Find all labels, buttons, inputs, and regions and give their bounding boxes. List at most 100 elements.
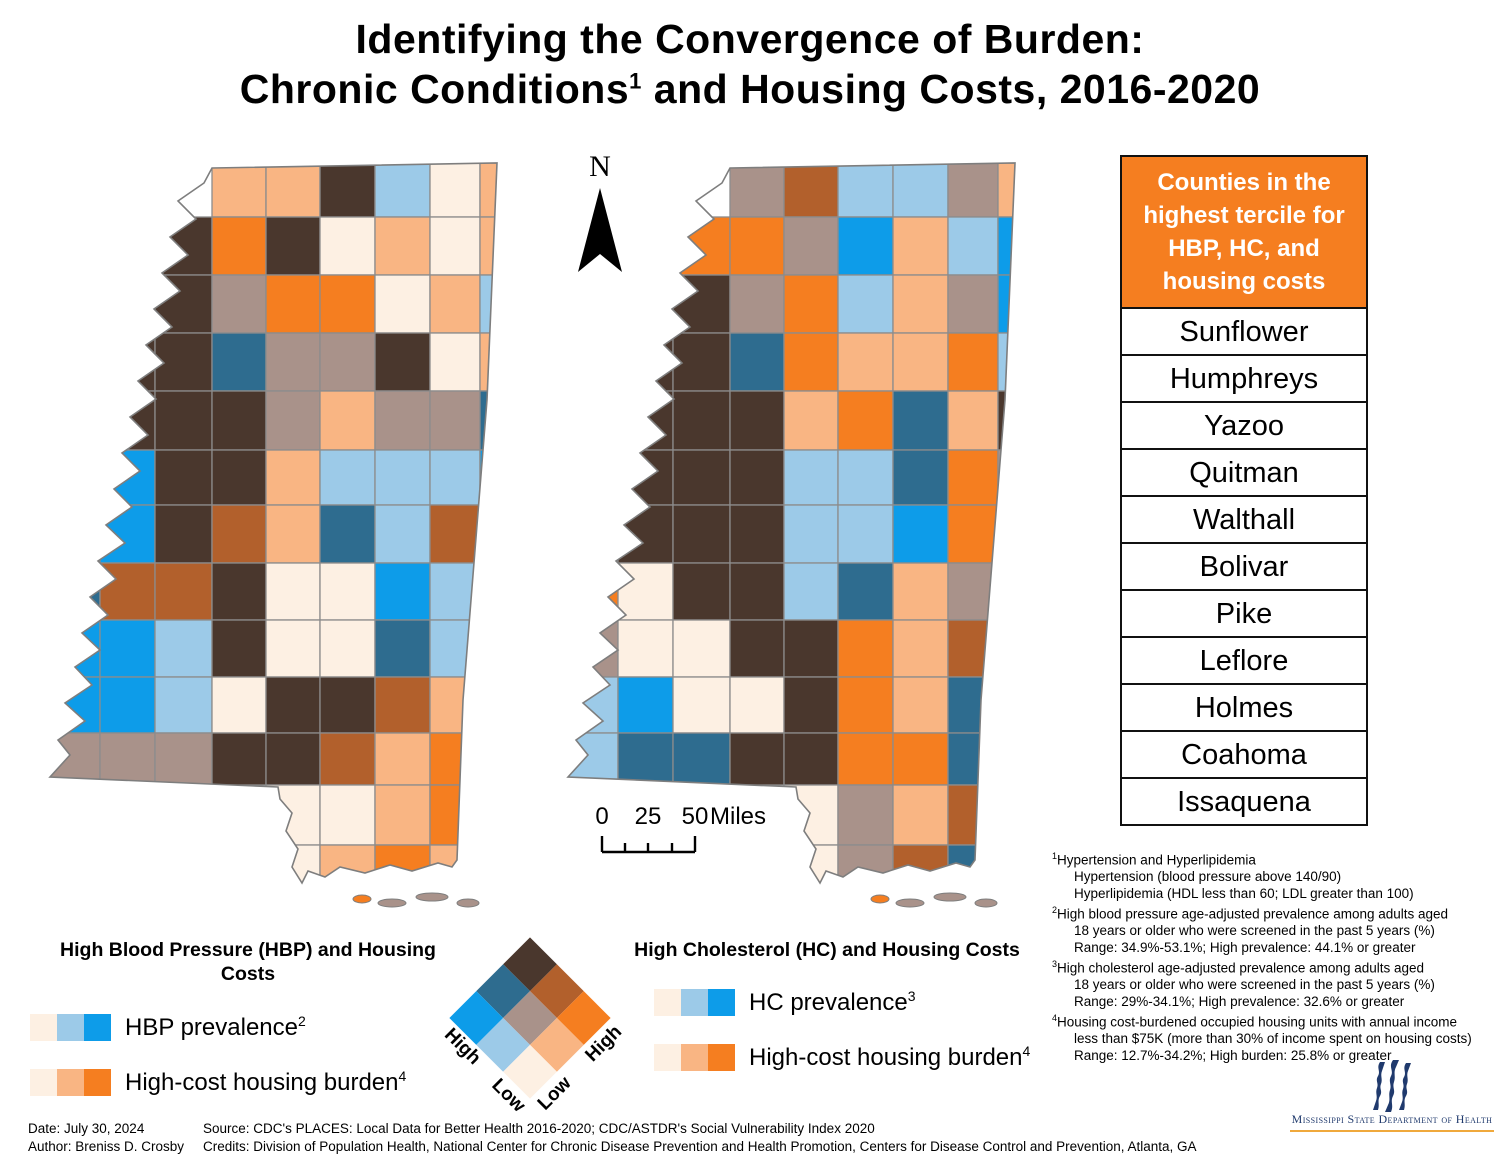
county-list-item: Walthall — [1120, 495, 1368, 545]
county-cell — [265, 562, 321, 621]
county-cell — [374, 504, 431, 564]
msdh-logo-text: Mississippi State Department of Health — [1290, 1112, 1494, 1132]
county-list-item: Coahoma — [1120, 730, 1368, 780]
county-cell — [947, 274, 999, 334]
county-cell — [319, 676, 376, 734]
county-cell — [319, 784, 376, 846]
legend-swatch — [30, 1013, 57, 1041]
footer-source: Source: CDC's PLACES: Local Data for Bet… — [203, 1121, 875, 1136]
county-cell — [479, 784, 497, 846]
county-list-item: Sunflower — [1120, 307, 1368, 357]
north-arrow-icon — [578, 188, 622, 272]
county-cell — [50, 390, 101, 451]
county-cell — [374, 390, 431, 451]
county-cell — [374, 619, 431, 678]
legend-swatch — [654, 989, 681, 1017]
legend-row: HC prevalence3 — [654, 988, 1032, 1017]
county-cell — [429, 784, 481, 846]
county-cell — [997, 562, 1015, 621]
county-cell — [997, 732, 1015, 786]
county-cell — [837, 676, 894, 734]
footnote-line: Range: 29%-34.1%; High prevalence: 32.6%… — [1074, 993, 1405, 1009]
msdh-faces-icon — [1373, 1060, 1411, 1112]
county-cell — [997, 619, 1015, 678]
county-cell — [892, 676, 949, 734]
county-cell — [672, 274, 731, 334]
county-cell — [374, 732, 431, 786]
tercile-header: Counties in the highest tercile for HBP,… — [1120, 155, 1368, 310]
footnote-line: 18 years or older who were screened in t… — [1074, 923, 1435, 938]
title-line-1: Identifying the Convergence of Burden: — [355, 16, 1145, 62]
county-cell — [892, 784, 949, 846]
footnote-line: Range: 12.7%-34.2%; High burden: 25.8% o… — [1074, 1047, 1392, 1063]
county-cell — [783, 332, 839, 392]
footnote-line: 2High blood pressure age-adjusted preval… — [1052, 905, 1449, 922]
county-cell — [837, 504, 894, 564]
county-cell — [947, 332, 999, 392]
county-cell — [99, 676, 156, 734]
legend-swatch — [84, 1068, 111, 1096]
county-cell — [154, 390, 213, 451]
county-cell — [672, 676, 731, 734]
county-cell — [672, 562, 731, 621]
county-cell — [479, 216, 497, 276]
county-cell — [429, 332, 481, 392]
county-cell — [99, 390, 156, 451]
scale-bar: 0 25 50 Miles — [595, 803, 766, 854]
county-cell — [479, 676, 497, 734]
county-cell — [479, 562, 497, 621]
county-cell — [319, 619, 376, 678]
county-cell — [892, 732, 949, 786]
county-cell — [837, 163, 894, 218]
county-cell — [211, 619, 267, 678]
county-cell — [783, 216, 839, 276]
county-cell — [50, 449, 101, 506]
county-cell — [617, 332, 674, 392]
footnote-line: Range: 34.9%-53.1%; High prevalence: 44.… — [1074, 939, 1416, 955]
county-cell — [672, 449, 731, 506]
bivariate-diamond-legend — [449, 937, 611, 1099]
county-cell — [729, 449, 785, 506]
county-cell — [672, 390, 731, 451]
footnote-line: 3High cholesterol age-adjusted prevalenc… — [1052, 959, 1425, 976]
barrier-island — [870, 894, 890, 904]
county-cell — [154, 216, 213, 276]
county-cell — [319, 216, 376, 276]
county-cell — [154, 732, 213, 786]
county-cell — [729, 216, 785, 276]
county-cell — [319, 332, 376, 392]
county-cell — [947, 216, 999, 276]
county-list-item: Humphreys — [1120, 354, 1368, 404]
legend-swatch — [681, 989, 708, 1017]
footnote-marker: 1 — [1052, 851, 1058, 861]
footnote-marker: 3 — [1052, 959, 1058, 969]
county-cell — [154, 676, 213, 734]
legend-row-label: High-cost housing burden4 — [125, 1067, 407, 1096]
county-cell — [947, 732, 999, 786]
county-cell — [837, 784, 894, 846]
scale-label: 0 — [595, 803, 608, 830]
legend-footnote-marker: 4 — [1022, 1043, 1031, 1060]
county-cell — [672, 504, 731, 564]
county-cell — [154, 619, 213, 678]
county-cell — [265, 619, 321, 678]
county-cell — [429, 449, 481, 506]
county-cell — [265, 390, 321, 451]
legend-swatch — [57, 1068, 84, 1096]
footnotes: 1Hypertension and Hyperlipidemia Hyperten… — [1052, 848, 1500, 1064]
county-cell — [211, 274, 267, 334]
county-list: Sunflower Humphreys Yazoo Quitman Walthall Bo… — [1120, 307, 1368, 827]
footnote-line: Hypertension (blood pressure above 140/9… — [1074, 869, 1342, 884]
county-cell — [672, 732, 731, 786]
county-cell — [319, 732, 376, 786]
county-list-item: Holmes — [1120, 683, 1368, 733]
county-cell — [947, 449, 999, 506]
county-cell — [265, 216, 321, 276]
county-cell — [211, 163, 267, 218]
county-cell — [837, 562, 894, 621]
county-cell — [265, 784, 321, 846]
page-title: Identifying the Convergence of Burden: C… — [0, 14, 1500, 114]
county-list-item: Quitman — [1120, 448, 1368, 498]
title-line-2: Chronic Conditions1 and Housing Costs, 2… — [239, 66, 1261, 113]
county-cell — [568, 504, 619, 564]
